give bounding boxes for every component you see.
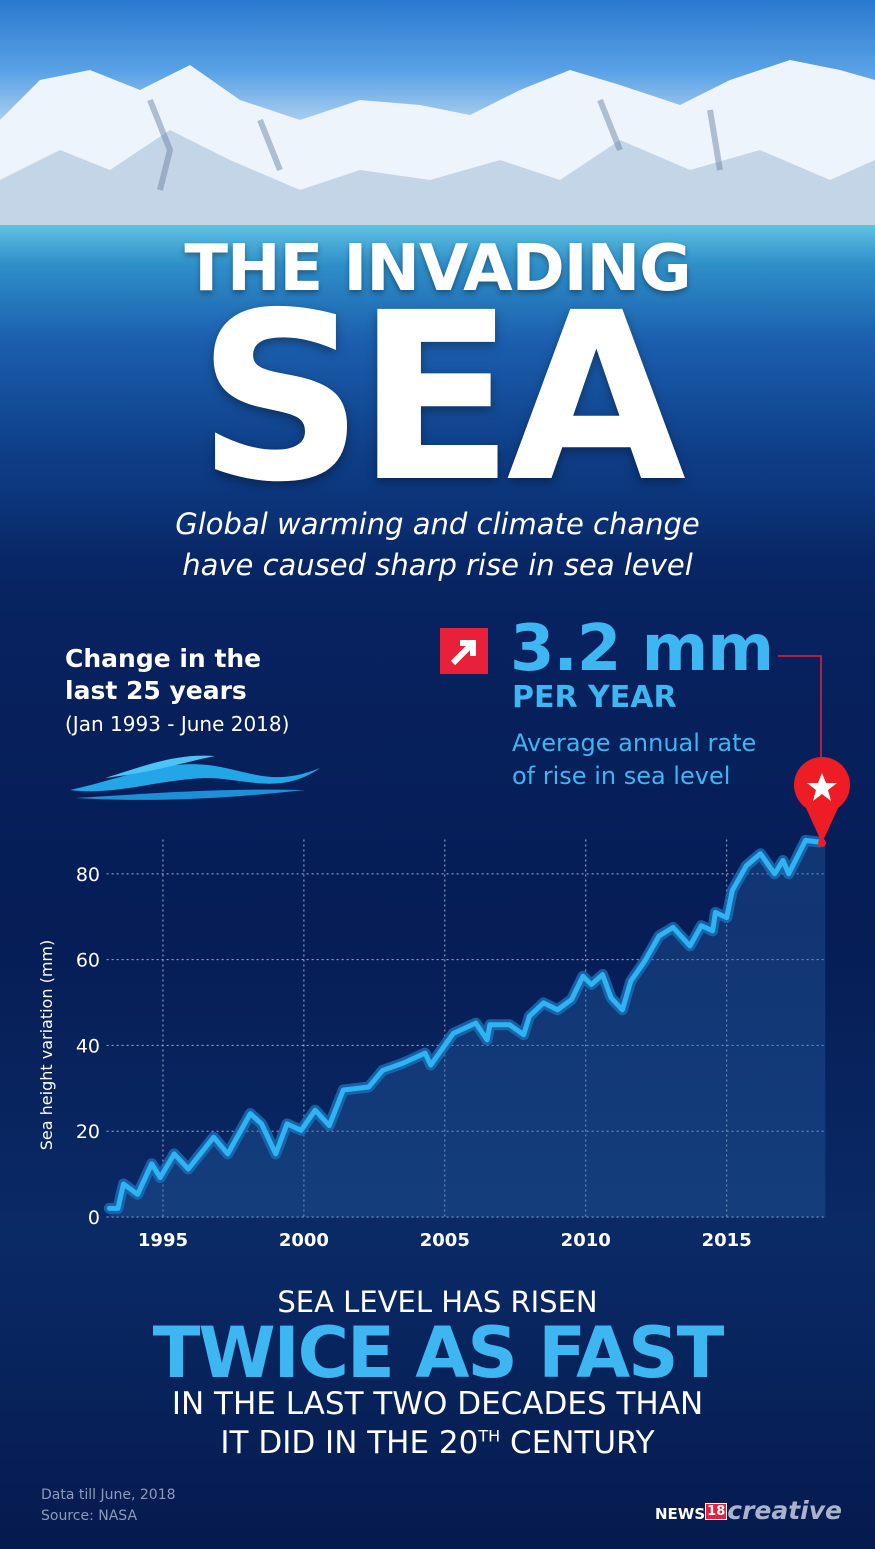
subtitle-line1: Global warming and climate change (175, 507, 700, 541)
water-background (0, 225, 875, 555)
rate-desc-line2: of rise in sea level (512, 762, 731, 790)
y-axis-label: Sea height variation (mm) (37, 940, 56, 1150)
period-heading-line2: last 25 years (65, 676, 247, 705)
conclusion-line4-pre: IT DID IN THE 20 (220, 1425, 479, 1461)
y-tick-label: 20 (76, 1121, 100, 1143)
conclusion-line4-sup: TH (478, 1426, 501, 1446)
source-note: Source: NASA (41, 1508, 138, 1524)
conclusion-line4-post: CENTURY (500, 1425, 655, 1461)
mountains-image (0, 60, 875, 230)
title-line1: THE INVADING (184, 232, 691, 306)
x-tick-label: 2010 (561, 1230, 611, 1251)
y-tick-label: 40 (76, 1035, 100, 1057)
logo-creative: creative (727, 1496, 842, 1525)
rate-desc-line1: Average annual rate (512, 729, 757, 757)
connector-line (778, 655, 822, 770)
y-tick-label: 0 (88, 1207, 100, 1229)
period-range: (Jan 1993 - June 2018) (65, 712, 290, 736)
news18-creative-logo: NEWS 18creative (655, 1496, 842, 1525)
subtitle-line2: have caused sharp rise in sea level (182, 548, 693, 582)
data-note: Data till June, 2018 (41, 1487, 176, 1503)
x-tick-label: 2005 (420, 1230, 470, 1251)
logo-number: 18 (705, 1503, 728, 1520)
wave-icon (70, 755, 320, 800)
conclusion-line4: IT DID IN THE 20TH CENTURY (0, 1425, 875, 1461)
rate-unit: PER YEAR (512, 680, 677, 715)
y-tick-label: 60 (76, 950, 100, 972)
y-tick-label: 80 (76, 864, 100, 886)
logo-news: NEWS (655, 1505, 706, 1523)
rate-value: 3.2 mm (510, 612, 774, 686)
title-line2: SEA (196, 263, 686, 533)
conclusion-line3: IN THE LAST TWO DECADES THAN (171, 1386, 704, 1422)
conclusion-highlight: TWICE AS FAST (152, 1312, 725, 1394)
conclusion-line1: SEA LEVEL HAS RISEN (277, 1285, 598, 1319)
x-tick-label: 2000 (279, 1230, 329, 1251)
star-pin-icon (794, 757, 850, 847)
series-line (106, 837, 823, 1211)
x-tick-label: 2015 (702, 1230, 752, 1251)
arrow-up-right-icon (440, 628, 488, 674)
period-heading-line1: Change in the (65, 644, 262, 673)
x-tick-label: 1995 (138, 1230, 188, 1251)
